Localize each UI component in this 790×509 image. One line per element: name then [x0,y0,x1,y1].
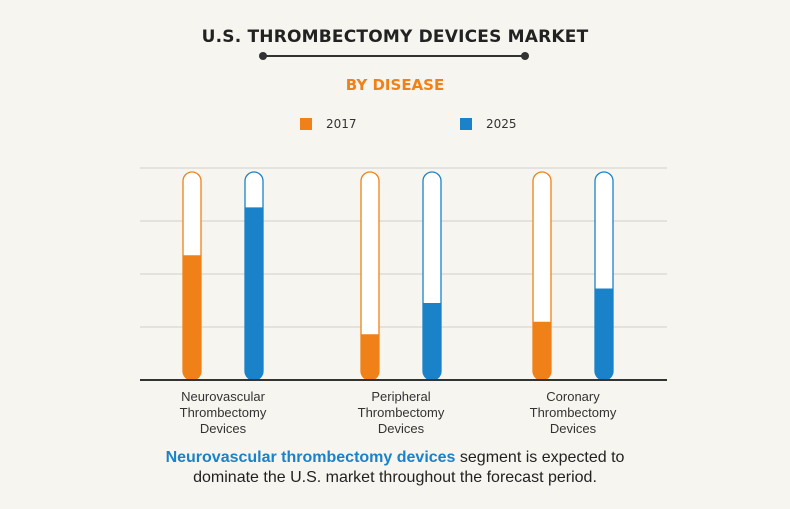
legend-label-2025: 2025 [486,117,517,131]
category-label-line: Peripheral [371,389,431,404]
category-label-neurovascular: Neurovascular Thrombectomy Devices [143,389,303,437]
category-label-coronary: Coronary Thrombectomy Devices [493,389,653,437]
bar-2025-1 [423,303,441,380]
category-label-line: Coronary [546,389,600,404]
footnote-line-2: dominate the U.S. market throughout the … [193,469,597,486]
category-label-peripheral: Peripheral Thrombectomy Devices [321,389,481,437]
category-label-line: Devices [549,421,597,436]
footnote: Neurovascular thrombectomy devices segme… [0,448,790,488]
category-label-line: Thrombectomy [529,405,617,420]
category-label-line: Neurovascular [181,389,265,404]
footnote-highlight: Neurovascular thrombectomy devices [165,449,456,466]
legend-swatch-2025 [460,118,472,130]
bar-2025-2 [595,288,613,380]
title-rule-dot-right [521,52,529,60]
chart-subtitle: BY DISEASE [345,76,445,94]
title-rule [263,55,525,57]
category-label-line: Devices [199,421,247,436]
category-label-line: Devices [377,421,425,436]
legend-swatch-2017 [300,118,312,130]
bar-2025-0 [245,207,263,380]
footnote-line-1: Neurovascular thrombectomy devices segme… [0,448,790,468]
bar-2017-1 [361,334,379,380]
bar-2017-2 [533,321,551,380]
footnote-rest: segment is expected to [455,449,625,466]
legend-label-2017: 2017 [326,117,357,131]
bar-2017-0 [183,255,201,380]
category-label-line: Thrombectomy [357,405,445,420]
legend-item-2025: 2025 [460,117,517,131]
category-label-line: Thrombectomy [179,405,267,420]
legend-item-2017: 2017 [300,117,357,131]
chart-title: U.S. THROMBECTOMY DEVICES MARKET [201,27,589,47]
